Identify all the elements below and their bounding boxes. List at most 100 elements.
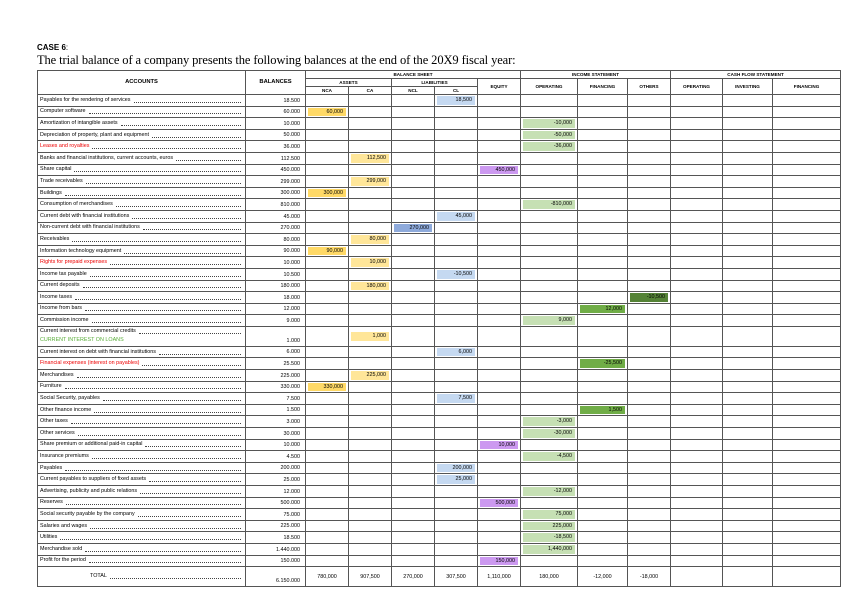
cf_financing-cell <box>772 531 842 544</box>
balance-cell: 45.000 <box>245 209 306 223</box>
cf_investing-cell <box>722 403 774 417</box>
cl-cell <box>434 186 478 200</box>
balance-cell: 60.000 <box>245 105 306 119</box>
balance-cell: 80.000 <box>245 233 306 246</box>
account-cell: Receivables <box>37 233 246 246</box>
ca-cell: 10,000 <box>348 256 392 269</box>
is_financing-cell <box>577 427 628 440</box>
cl-cell <box>434 403 478 417</box>
equity-cell <box>477 473 521 486</box>
account-cell: Merchandise sold <box>37 542 246 556</box>
cl-cell: 7,500 <box>434 392 478 405</box>
cf_financing-cell <box>772 140 842 153</box>
cf_investing-cell <box>722 357 774 371</box>
equity-cell <box>477 117 521 130</box>
cl-cell <box>434 244 478 258</box>
cf_investing-cell <box>722 369 774 382</box>
is_financing-cell <box>577 256 628 269</box>
table-row: Payables 200.000 200,000 <box>37 461 842 475</box>
cf_financing-cell <box>772 163 842 177</box>
table-row: Current interest on debt with financial … <box>37 345 842 359</box>
account-cell: Utilities <box>37 531 246 544</box>
is_others-cell <box>626 380 672 394</box>
is_financing-cell <box>577 186 628 200</box>
is_financing-cell <box>577 461 628 475</box>
table-row: Other finance income 1.500 1,500 <box>37 403 842 417</box>
nca-cell <box>305 128 349 142</box>
table-row: Income from bars 12.000 12,000 <box>37 302 842 316</box>
account-cell: Computer software <box>37 105 246 119</box>
cf_financing-cell <box>772 380 842 394</box>
balance-cell: 18.500 <box>245 531 306 544</box>
is_financing-cell <box>577 221 628 235</box>
cf_financing-cell <box>772 369 842 382</box>
ca-cell <box>348 244 392 258</box>
table-row: Amortization of intangible assets 10.000 -… <box>37 117 842 130</box>
table-row: Furniture 330.000 330,000 <box>37 380 842 394</box>
nca-cell <box>305 117 349 130</box>
balance-cell: 500.000 <box>245 496 306 510</box>
is_operating-cell <box>520 345 578 359</box>
is_others-cell <box>626 267 672 281</box>
cf_operating-cell <box>670 554 724 568</box>
cf_operating-cell <box>670 163 724 177</box>
table-row: Other services 30.000 -30,000 <box>37 427 842 440</box>
is_others-cell <box>626 496 672 510</box>
header-is-others: OTHERS <box>626 78 672 95</box>
ca-cell: 299,000 <box>348 175 392 188</box>
table-row: Information technology equipment 90.000 90… <box>37 244 842 258</box>
balance-cell: 1.000 <box>245 325 306 347</box>
cf_financing-cell <box>772 151 842 165</box>
cf_investing-cell <box>722 256 774 269</box>
equity-cell <box>477 380 521 394</box>
is_operating-cell <box>520 186 578 200</box>
nca-cell <box>305 94 349 107</box>
total-ca: 907,500 <box>348 566 392 588</box>
cf_financing-cell <box>772 325 842 347</box>
cf_operating-cell <box>670 209 724 223</box>
table-row: Share capital 450.000 450,000 <box>37 163 842 177</box>
table-row: Trade receivables 299.000 299,000 <box>37 175 842 188</box>
balance-cell: 450.000 <box>245 163 306 177</box>
account-label: Computer software <box>40 108 86 115</box>
nca-cell <box>305 198 349 211</box>
cf_financing-cell <box>772 427 842 440</box>
is_financing-cell <box>577 94 628 107</box>
balance-cell: 12.000 <box>245 485 306 498</box>
ncl-cell <box>391 198 435 211</box>
equity-cell <box>477 542 521 556</box>
cl-cell <box>434 128 478 142</box>
cl-cell: 18,500 <box>434 94 478 107</box>
cf_financing-cell <box>772 357 842 371</box>
cf_investing-cell <box>722 267 774 281</box>
table-row: Advertising, publicity and public relati… <box>37 485 842 498</box>
account-cell: Income taxes <box>37 291 246 304</box>
account-cell: Share premium or additional paid-in capi… <box>37 438 246 452</box>
is_financing-cell <box>577 345 628 359</box>
is_financing-cell <box>577 542 628 556</box>
table-row: Merchandise sold 1.440.000 1,440,000 <box>37 542 842 556</box>
table-row: Commission income 9.000 9,000 <box>37 314 842 327</box>
is_others-cell <box>626 438 672 452</box>
is_others-cell <box>626 244 672 258</box>
table-row: Income tax payable 10.500 -10,500 <box>37 267 842 281</box>
table-row: Reserves 500.000 500,000 <box>37 496 842 510</box>
account-cell: Income from bars <box>37 302 246 316</box>
ncl-cell <box>391 128 435 142</box>
cl-cell <box>434 198 478 211</box>
is_financing-cell <box>577 128 628 142</box>
is_financing-cell <box>577 279 628 293</box>
ncl-cell <box>391 357 435 371</box>
cf_investing-cell <box>722 209 774 223</box>
is_others-cell <box>626 233 672 246</box>
cf_operating-cell <box>670 392 724 405</box>
cf_operating-cell <box>670 380 724 394</box>
total-label-cell: TOTAL <box>37 566 246 588</box>
account-cell: Other services <box>37 427 246 440</box>
balance-cell: 10.000 <box>245 256 306 269</box>
is_others-cell <box>626 186 672 200</box>
ncl-cell <box>391 542 435 556</box>
is_financing-cell <box>577 508 628 521</box>
cf_investing-cell <box>722 554 774 568</box>
ncl-cell <box>391 209 435 223</box>
